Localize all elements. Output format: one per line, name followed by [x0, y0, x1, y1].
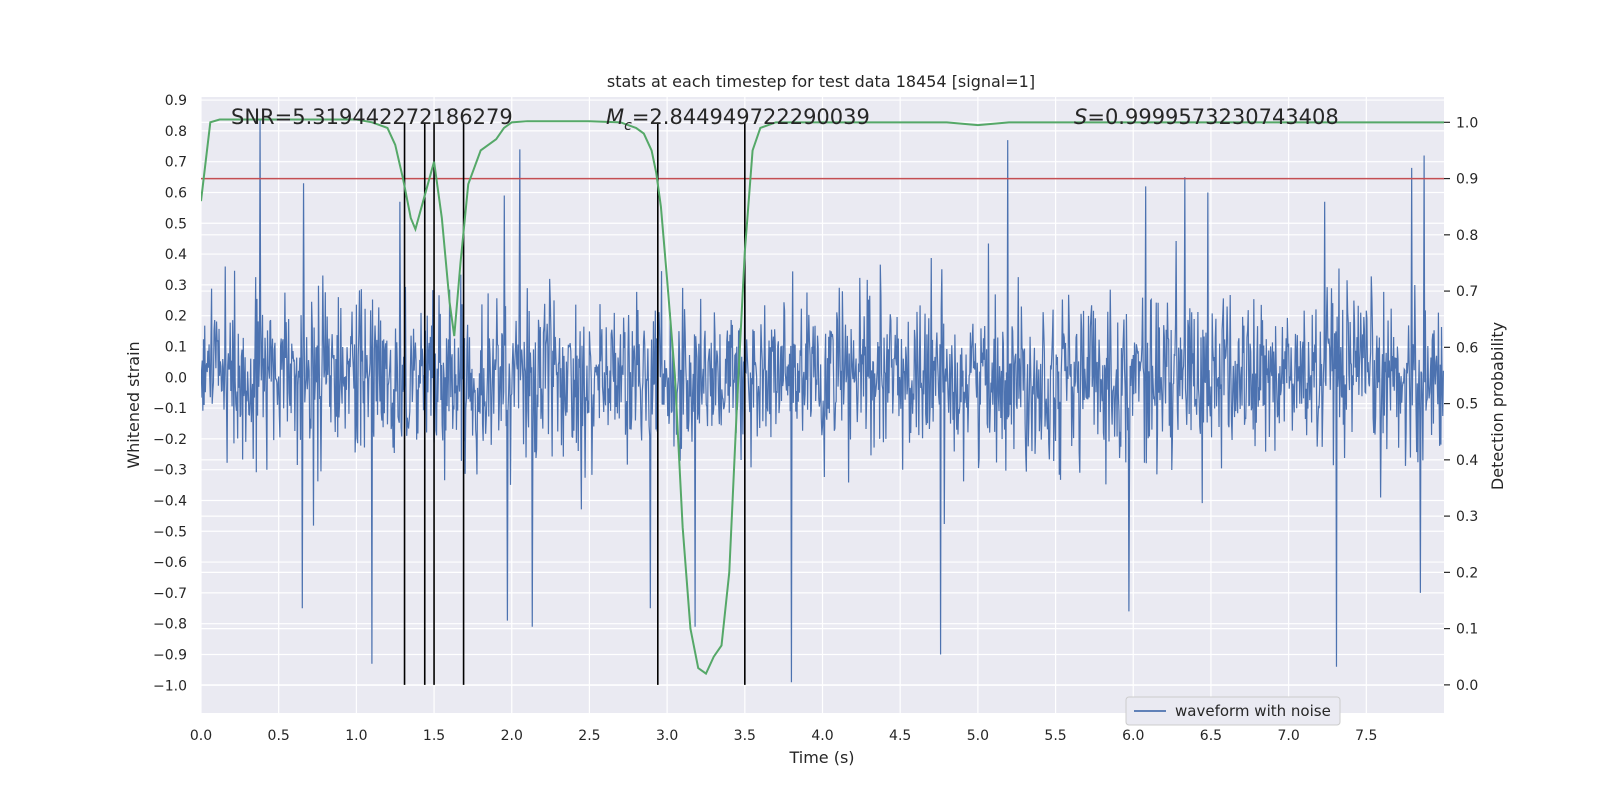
- legend-box: [1125, 696, 1341, 726]
- score-annotation: S=0.9999573230743408: [1074, 105, 1339, 129]
- x-tick-label: 0.0: [190, 728, 212, 744]
- y2-tick-label: 0.7: [1456, 284, 1478, 300]
- x-axis-ticks: 0.0 0.5 1.0 1.5 2.0 2.5 3.0 3.5 4.0 4.5 5.0 5.5 6.0 6…: [190, 728, 1378, 744]
- y-tick-label: −0.3: [153, 463, 187, 479]
- y-tick-label: −0.4: [153, 493, 187, 509]
- y-tick-label: −0.9: [153, 647, 187, 663]
- y-tick-label: 0.2: [165, 309, 187, 325]
- chirp-mass-subscript: c: [624, 118, 632, 134]
- y2-axis-label: Detection probability: [1488, 322, 1507, 490]
- chart-title: stats at each timestep for test data 184…: [607, 72, 1035, 91]
- y-axis-ticks: 0.9 0.8 0.7 0.6 0.5 0.4 0.3 0.2 0.1 0.0 −0.1 −0.2 −0…: [153, 93, 187, 694]
- y-tick-label: 0.3: [165, 278, 187, 294]
- y-tick-label: 0.5: [165, 216, 187, 232]
- y2-tick-label: 0.2: [1456, 565, 1478, 581]
- y2-tick-label: 0.6: [1456, 340, 1478, 356]
- y-tick-label: −0.8: [153, 617, 187, 633]
- y2-tick-label: 0.9: [1456, 172, 1478, 188]
- y2-tick-label: 0.8: [1456, 228, 1478, 244]
- x-tick-label: 1.0: [345, 728, 367, 744]
- y-tick-label: 0.6: [165, 185, 187, 201]
- x-tick-label: 2.5: [578, 728, 600, 744]
- y2-tick-label: 0.3: [1456, 509, 1478, 525]
- y2-tick-label: 1.0: [1456, 115, 1478, 131]
- y2-tick-label: 0.4: [1456, 453, 1478, 469]
- y2-tick-label: 0.1: [1456, 622, 1478, 638]
- y-tick-label: 0.4: [165, 247, 187, 263]
- x-tick-label: 6.5: [1200, 728, 1222, 744]
- y-tick-label: −0.5: [153, 524, 187, 540]
- y2-axis-ticks: 1.0 0.9 0.8 0.7 0.6 0.5 0.4 0.3 0.2 0.1 0.0: [1444, 115, 1478, 694]
- legend: waveform with noise: [1125, 696, 1341, 726]
- x-tick-label: 7.0: [1277, 728, 1299, 744]
- snr-annotation: SNR=5.319442272186279: [231, 105, 513, 129]
- chirp-mass-value: =2.844949722290039: [632, 105, 870, 129]
- x-tick-label: 1.5: [423, 728, 445, 744]
- y-tick-label: −0.6: [153, 555, 187, 571]
- probability-series: [201, 118, 1444, 676]
- detection-markers: [403, 122, 746, 685]
- y-tick-label: 0.9: [165, 93, 187, 109]
- x-tick-label: 7.5: [1355, 728, 1377, 744]
- y-tick-label: 0.0: [165, 370, 187, 386]
- y-tick-label: 0.7: [165, 155, 187, 171]
- y-tick-label: 0.8: [165, 124, 187, 140]
- y-tick-label: −0.7: [153, 586, 187, 602]
- x-tick-label: 4.5: [889, 728, 911, 744]
- x-tick-label: 4.0: [811, 728, 833, 744]
- waveform-series: [201, 118, 1444, 683]
- x-axis-label: Time (s): [788, 748, 854, 767]
- y-axis-label: Whitened strain: [124, 341, 143, 468]
- y-tick-label: −1.0: [153, 678, 187, 694]
- x-tick-label: 3.0: [656, 728, 678, 744]
- score-symbol: S: [1074, 105, 1087, 129]
- x-tick-label: 3.5: [734, 728, 756, 744]
- y2-tick-label: 0.5: [1456, 397, 1478, 413]
- y2-tick-label: 0.0: [1456, 678, 1478, 694]
- x-tick-label: 5.0: [967, 728, 989, 744]
- x-tick-label: 6.0: [1122, 728, 1144, 744]
- chirp-mass-symbol: M: [606, 105, 624, 129]
- x-tick-label: 0.5: [268, 728, 290, 744]
- y-tick-label: −0.2: [153, 432, 187, 448]
- y-tick-label: 0.1: [165, 339, 187, 355]
- score-value: =0.9999573230743408: [1087, 105, 1338, 129]
- x-tick-label: 2.0: [501, 728, 523, 744]
- y-tick-label: −0.1: [153, 401, 187, 417]
- x-tick-label: 5.5: [1044, 728, 1066, 744]
- chirp-mass-annotation: Mc=2.844949722290039: [606, 105, 870, 134]
- legend-label: waveform with noise: [1175, 702, 1331, 720]
